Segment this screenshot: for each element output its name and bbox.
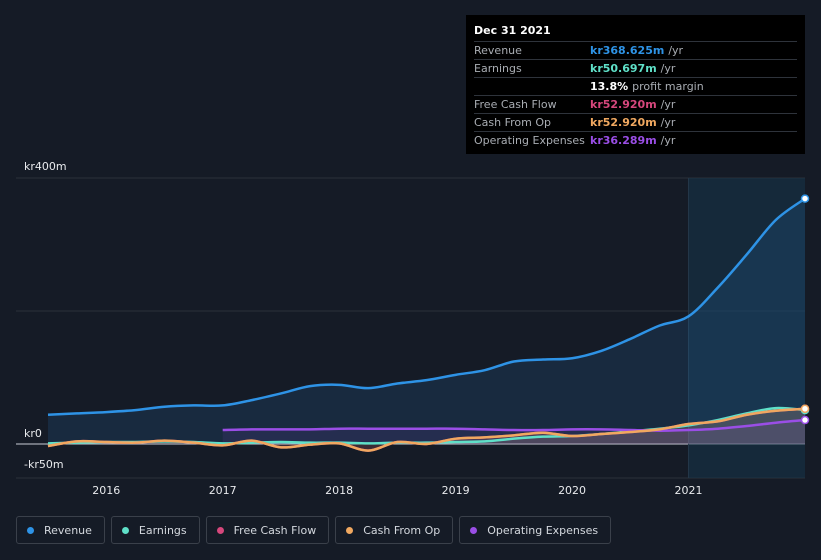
x-tick-label: 2018 <box>325 484 353 497</box>
earnings-area <box>48 408 805 444</box>
cash-from-op-line <box>47 407 806 452</box>
forecast-highlight <box>688 178 805 478</box>
tooltip-row-label: Cash From Op <box>474 116 552 129</box>
tooltip-row-value: kr50.697m <box>590 62 657 75</box>
legend-dot-icon <box>27 526 34 534</box>
legend-dot-icon <box>346 526 354 534</box>
x-tick-label: 2021 <box>675 484 703 497</box>
tooltip-row: Earnings kr50.697m/yr <box>474 60 797 78</box>
x-tick-label: 2020 <box>558 484 586 497</box>
operating-expenses-area <box>222 420 805 444</box>
tooltip-row-label <box>474 78 590 95</box>
operating-expenses-line <box>222 418 806 432</box>
tooltip-date: Dec 31 2021 <box>474 23 797 42</box>
tooltip-row-label: Operating Expenses <box>474 134 585 147</box>
y-tick-label: kr0 <box>24 427 42 440</box>
legend-label: Earnings <box>138 523 187 537</box>
series-lines <box>47 197 806 452</box>
legend-dot-icon <box>216 526 224 534</box>
legend-item-earnings[interactable]: Earnings <box>110 516 200 544</box>
x-tick-label: 2019 <box>442 484 470 497</box>
legend-dot-icon <box>121 526 129 534</box>
tooltip-row-unit: /yr <box>660 98 676 111</box>
operating-expenses-end-point <box>800 415 810 425</box>
tooltip-row-value: kr36.289m <box>590 134 657 147</box>
series-end-points <box>800 194 810 425</box>
chart-area: 2016 2017 2018 2019 2020 2021 <box>16 177 810 497</box>
y-tick-label: -kr50m <box>24 458 64 471</box>
tooltip-row-unit: /yr <box>660 62 676 75</box>
tooltip-row-label: Free Cash Flow <box>474 98 557 111</box>
tooltip-row-unit: /yr <box>660 134 676 147</box>
y-tick-label: kr400m <box>24 160 67 173</box>
tooltip-row: Free Cash Flow kr52.920m/yr <box>474 96 797 114</box>
legend-item-operating-expenses[interactable]: Operating Expenses <box>459 516 612 544</box>
x-tick-label: 2016 <box>92 484 120 497</box>
tooltip-row: Revenue kr368.625m/yr <box>474 42 797 60</box>
tooltip-row-label: Revenue <box>474 44 522 57</box>
tooltip-panel: Dec 31 2021 Revenue kr368.625m/yr Earnings… <box>466 15 805 154</box>
free-cash-flow-area <box>48 408 805 451</box>
tooltip-row-value: kr52.920m <box>590 116 657 129</box>
legend-item-free-cash-flow[interactable]: Free Cash Flow <box>205 516 330 544</box>
tooltip-row-label: Earnings <box>474 62 522 75</box>
tooltip-row-unit: profit margin <box>632 80 704 93</box>
tooltip-row-value: kr368.625m <box>590 44 665 57</box>
legend-item-revenue[interactable]: Revenue <box>16 516 105 544</box>
tooltip-row: 13.8% profit margin <box>474 78 797 96</box>
series-areas <box>48 198 805 451</box>
legend-label: Revenue <box>44 523 92 537</box>
tooltip-row-unit: /yr <box>660 116 676 129</box>
x-tick-label: 2017 <box>209 484 237 497</box>
revenue-end-point <box>800 194 810 203</box>
revenue-line <box>47 197 806 416</box>
revenue-area <box>48 198 805 444</box>
legend-label: Operating Expenses <box>487 523 599 537</box>
cash-from-op-end-point <box>800 404 810 414</box>
tooltip-row: Cash From Op kr52.920m/yr <box>474 114 797 132</box>
legend-item-cash-from-op[interactable]: Cash From Op <box>335 516 454 544</box>
tooltip-row-value: 13.8% <box>590 80 629 93</box>
legend-label: Cash From Op <box>363 523 441 537</box>
tooltip-row: Operating Expenses kr36.289m/yr <box>474 132 797 149</box>
legend: Revenue Earnings Free Cash Flow Cash From O… <box>16 516 612 544</box>
tooltip-row-unit: /yr <box>668 44 684 57</box>
legend-label: Free Cash Flow <box>233 523 317 537</box>
legend-dot-icon <box>470 526 478 534</box>
x-axis-ticks: 2016 2017 2018 2019 2020 2021 <box>92 484 702 497</box>
cash-from-op-area <box>48 408 805 451</box>
tooltip-row-value: kr52.920m <box>590 98 657 111</box>
